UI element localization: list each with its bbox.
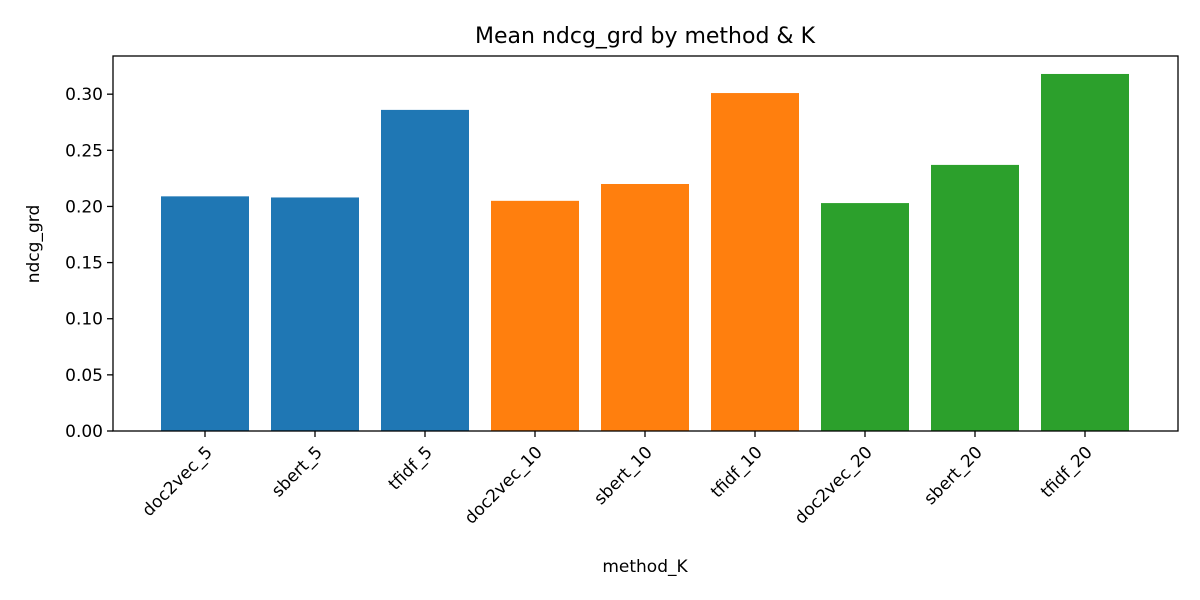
y-tick-label: 0.20 bbox=[65, 197, 103, 217]
bar-sbert_10 bbox=[601, 183, 689, 431]
x-tick-label: tfidf_5 bbox=[385, 443, 437, 495]
chart-title: Mean ndcg_grd by method & K bbox=[475, 24, 816, 49]
bar-doc2vec_10 bbox=[491, 200, 579, 431]
bars-group bbox=[161, 73, 1129, 432]
x-tick-label: sbert_5 bbox=[268, 443, 327, 502]
y-tick-label: 0.15 bbox=[65, 254, 103, 274]
x-tick-label: doc2vec_5 bbox=[139, 443, 217, 521]
bar-tfidf_5 bbox=[381, 109, 469, 431]
y-axis-label: ndcg_grd bbox=[24, 205, 44, 283]
x-tick-label: doc2vec_10 bbox=[461, 443, 547, 529]
bar-doc2vec_20 bbox=[821, 203, 909, 431]
bar-tfidf_20 bbox=[1041, 73, 1129, 431]
x-tick-label: sbert_10 bbox=[590, 443, 656, 509]
plot-area-frame bbox=[112, 55, 1179, 432]
bar-doc2vec_5 bbox=[161, 196, 249, 431]
y-tick-label: 0.05 bbox=[65, 366, 103, 386]
x-axis-label: method_K bbox=[602, 557, 688, 577]
x-tick-label: doc2vec_20 bbox=[791, 443, 877, 529]
y-tick-label: 0.10 bbox=[65, 310, 103, 330]
bar-sbert_5 bbox=[271, 197, 359, 431]
x-tick-label: sbert_20 bbox=[920, 443, 986, 509]
x-tick-label: tfidf_20 bbox=[1037, 443, 1097, 503]
bar-sbert_20 bbox=[931, 164, 1019, 432]
y-axis-ticks: 0.00 0.05 0.10 0.15 0.20 0.25 0.30 bbox=[65, 85, 113, 442]
y-tick-label: 0.30 bbox=[65, 85, 103, 105]
x-tick-label: tfidf_10 bbox=[707, 443, 767, 503]
y-tick-label: 0.25 bbox=[65, 141, 103, 161]
bar-tfidf_10 bbox=[711, 93, 799, 431]
x-axis-ticks: doc2vec_5 sbert_5 tfidf_5 doc2vec_10 sbert_1… bbox=[139, 431, 1097, 528]
y-tick-label: 0.00 bbox=[65, 422, 103, 442]
